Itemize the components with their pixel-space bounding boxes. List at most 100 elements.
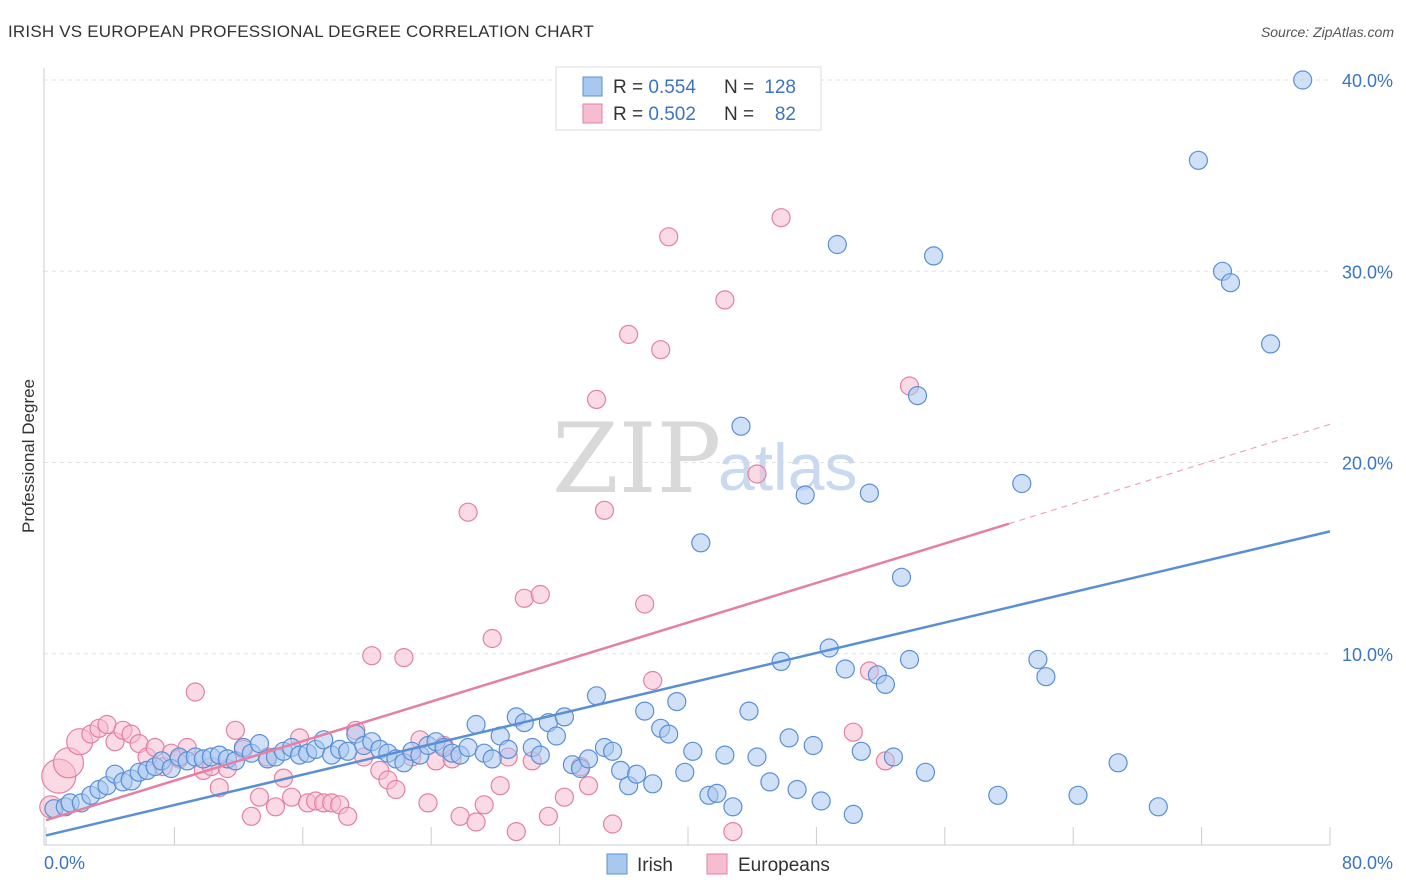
irish-point (707, 783, 727, 804)
irish-point (626, 764, 647, 784)
irish-point (482, 749, 502, 769)
irish-point (843, 804, 863, 825)
europeans-point (594, 500, 615, 520)
legend-irish-r-label: R = (613, 77, 648, 98)
legend: R = 0.554 N = 128 R = 0.502 N = 82 (555, 66, 822, 131)
tick-labels: 10.0% 20.0% 30.0% 40.0% 0.0% 80.0% (44, 71, 1393, 873)
watermark-zip: ZIP (552, 403, 721, 515)
irish-point (1148, 797, 1168, 817)
irish-point (691, 533, 711, 553)
irish-point (923, 246, 944, 266)
irish-point (683, 741, 703, 761)
irish-point (1108, 753, 1128, 773)
europeans-point (723, 821, 743, 842)
irish-point (907, 386, 928, 406)
y-tick-label-3: 40.0% (1342, 71, 1393, 91)
irish-point (578, 749, 599, 769)
legend-europeans-stats: R = 0.502 (613, 104, 696, 125)
irish-point (498, 739, 518, 760)
legend-irish-n-label: N = (724, 77, 754, 98)
europeans-point (618, 324, 639, 344)
axes (43, 68, 1331, 846)
irish-point (739, 701, 759, 721)
irish-point (835, 659, 855, 679)
europeans-point (530, 584, 550, 605)
x-tick-label-min: 0.0% (44, 853, 85, 873)
irish-point (635, 701, 655, 721)
y-axis-title: Professional Degree (19, 379, 38, 533)
europeans-point (643, 670, 663, 691)
irish-point (779, 728, 799, 748)
europeans-point (659, 227, 679, 247)
irish-point (859, 483, 880, 503)
trend-lines (45, 423, 1331, 837)
irish-point (715, 745, 735, 765)
legend-irish-r-value: 0.554 (648, 77, 696, 98)
bottom-legend-label-irish: Irish (637, 855, 673, 876)
irish-point (851, 741, 871, 761)
legend-swatch-europeans (582, 103, 603, 124)
irish-point (731, 416, 751, 436)
europeans-point (482, 628, 502, 649)
europeans-point (249, 787, 270, 807)
irish-point (675, 762, 695, 782)
europeans-point (747, 464, 767, 484)
irish-point (795, 485, 815, 505)
gridlines (44, 79, 1330, 655)
source-credit: Source: ZipAtlas.com (1260, 24, 1394, 40)
y-tick-label-1: 20.0% (1342, 454, 1393, 474)
y-tick-label-2: 30.0% (1342, 262, 1393, 282)
legend-swatch-irish (582, 76, 603, 97)
europeans-point (185, 682, 205, 702)
irish-point (338, 741, 358, 761)
irish-point (659, 724, 679, 744)
europeans-point (715, 290, 735, 310)
irish-point (1293, 70, 1313, 90)
watermark-atlas: atlas (718, 430, 857, 504)
europeans-point (771, 208, 791, 228)
bottom-legend-swatch-europeans (706, 853, 728, 875)
europeans-point (651, 340, 671, 360)
europeans-point (538, 806, 559, 826)
europeans-point (843, 722, 863, 742)
irish-point (1220, 273, 1241, 293)
bottom-legend-label-europeans: Europeans (738, 855, 830, 876)
irish-point (891, 567, 912, 587)
legend-europeans-r-label: R = (613, 104, 648, 125)
irish-point (602, 741, 623, 761)
irish-point (249, 733, 270, 754)
irish-point (811, 791, 831, 811)
europeans-point (282, 787, 302, 807)
irish-point (875, 674, 896, 695)
irish-point (827, 234, 847, 255)
irish-point (667, 691, 687, 712)
irish-point (760, 772, 780, 792)
bottom-legend: Irish Europeans (606, 853, 830, 876)
irish-point (883, 747, 904, 767)
watermark: ZIP atlas (552, 403, 857, 515)
europeans-point (362, 646, 382, 666)
irish-point (1012, 473, 1032, 494)
irish-point (1188, 150, 1209, 170)
irish-point (747, 747, 767, 767)
europeans-point (458, 502, 478, 522)
irish-point (546, 726, 567, 746)
europeans-point (97, 714, 117, 735)
europeans-point (514, 588, 534, 608)
y-tick-label-0: 10.0% (1342, 645, 1393, 665)
europeans-point (635, 594, 655, 614)
europeans-point (225, 720, 245, 740)
europeans-point (554, 787, 575, 807)
legend-irish-n-value: 128 (764, 77, 796, 98)
europeans-point (338, 806, 358, 826)
legend-europeans-r-value: 0.502 (648, 104, 696, 125)
irish-trend-line (45, 530, 1331, 837)
bottom-legend-swatch-irish (606, 853, 628, 875)
chart-title: IRISH VS EUROPEAN PROFESSIONAL DEGREE CO… (8, 22, 594, 41)
legend-europeans-n-value: 82 (775, 104, 796, 125)
irish-point (1036, 667, 1056, 687)
legend-europeans-n-label: N = (724, 104, 754, 125)
europeans-point (386, 779, 406, 800)
irish-point (586, 686, 607, 706)
